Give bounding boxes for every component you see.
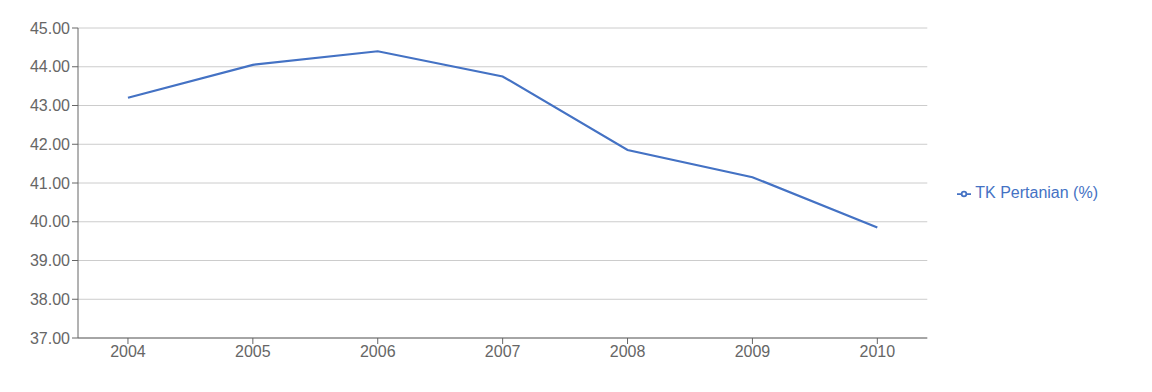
svg-text:38.00: 38.00 <box>30 291 70 308</box>
svg-text:2004: 2004 <box>110 343 146 360</box>
svg-text:2006: 2006 <box>360 343 396 360</box>
svg-text:45.00: 45.00 <box>30 20 70 37</box>
svg-text:2005: 2005 <box>235 343 271 360</box>
svg-text:43.00: 43.00 <box>30 97 70 114</box>
svg-text:39.00: 39.00 <box>30 252 70 269</box>
svg-text:2009: 2009 <box>735 343 771 360</box>
svg-text:2010: 2010 <box>860 343 896 360</box>
svg-text:41.00: 41.00 <box>30 175 70 192</box>
svg-text:37.00: 37.00 <box>30 330 70 347</box>
svg-text:44.00: 44.00 <box>30 58 70 75</box>
svg-text:42.00: 42.00 <box>30 136 70 153</box>
svg-text:2008: 2008 <box>610 343 646 360</box>
svg-text:40.00: 40.00 <box>30 213 70 230</box>
svg-text:2007: 2007 <box>485 343 521 360</box>
html-text:TK Pertanian (%): TK Pertanian (%) <box>975 184 1098 201</box>
